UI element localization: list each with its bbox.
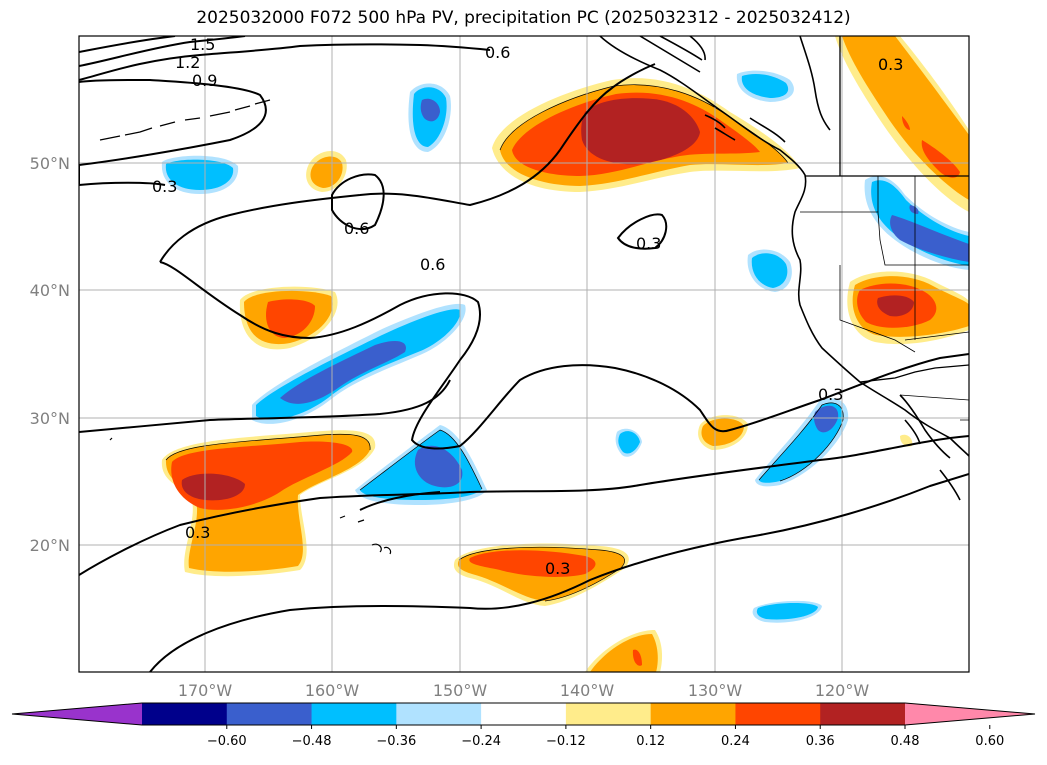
lat-label: 40°N <box>30 281 70 300</box>
colorbar-segment <box>565 703 652 725</box>
colorbar-segment <box>142 703 228 725</box>
colorbar-segment <box>820 703 906 725</box>
lon-label: 140°W <box>560 681 615 700</box>
state-borders <box>800 176 969 421</box>
colorbar-segment <box>226 703 313 725</box>
colorbar-tick-label: −0.48 <box>292 734 332 749</box>
country-borders <box>805 36 969 383</box>
colorbar-tick-label: 0.60 <box>975 734 1004 749</box>
colorbar-tick-label: −0.24 <box>461 734 501 749</box>
colorbar-tick-label: 0.48 <box>891 734 920 749</box>
coastlines <box>599 36 969 501</box>
contour-label: 0.3 <box>152 177 177 196</box>
colorbar-tick-label: −0.36 <box>376 734 416 749</box>
lat-label: 30°N <box>30 409 70 428</box>
contour-label: 0.3 <box>818 385 843 404</box>
map-frame <box>78 35 970 673</box>
colorbar-segment <box>481 703 567 725</box>
contour-label: 0.6 <box>420 255 445 274</box>
contour-label: 1.5 <box>190 35 215 54</box>
islands <box>99 99 392 555</box>
contour-label: 0.6 <box>485 43 510 62</box>
colorbar: −0.60 −0.48 −0.36 −0.24 −0.12 0.12 0.24 0.36 0.4… <box>11 702 1036 749</box>
contour-label: 0.3 <box>185 523 210 542</box>
lat-labels: 50°N 40°N 30°N 20°N <box>30 154 70 555</box>
lon-label: 160°W <box>305 681 360 700</box>
colorbar-extend-left <box>12 703 142 725</box>
map-title: 2025032000 F072 500 hPa PV, precipitatio… <box>196 8 851 28</box>
graticule <box>79 36 969 672</box>
lon-label: 170°W <box>178 681 233 700</box>
colorbar-tick-label: 0.36 <box>806 734 835 749</box>
lon-label: 150°W <box>433 681 488 700</box>
colorbar-tick-label: −0.60 <box>207 734 247 749</box>
colorbar-segment <box>311 703 397 725</box>
colorbar-segment <box>650 703 736 725</box>
colorbar-segment <box>735 703 821 725</box>
contour-label: 0.6 <box>344 219 369 238</box>
colorbar-extend-right <box>905 703 1035 725</box>
lon-label: 130°W <box>688 681 743 700</box>
colorbar-outline <box>11 702 1036 726</box>
contour-label: 1.2 <box>175 53 200 72</box>
pv-contours <box>79 36 969 672</box>
colorbar-tick-label: −0.12 <box>546 734 586 749</box>
lon-labels: 170°W 160°W 150°W 140°W 130°W 120°W <box>178 681 870 700</box>
colorbar-tick-label: 0.12 <box>636 734 665 749</box>
contour-label: 0.3 <box>878 55 903 74</box>
lat-label: 20°N <box>30 536 70 555</box>
contour-label: 0.3 <box>636 234 661 253</box>
contour-label: 0.9 <box>192 71 217 90</box>
precip-shading <box>161 36 969 672</box>
contour-label-group: 1.5 1.2 0.9 0.6 0.3 0.6 0.6 0.3 0.3 0.3 … <box>152 35 903 578</box>
colorbar-tick-label: 0.24 <box>721 734 750 749</box>
lon-label: 120°W <box>815 681 870 700</box>
contour-label: 0.3 <box>545 559 570 578</box>
lat-label: 50°N <box>30 154 70 173</box>
colorbar-segment <box>396 703 482 725</box>
